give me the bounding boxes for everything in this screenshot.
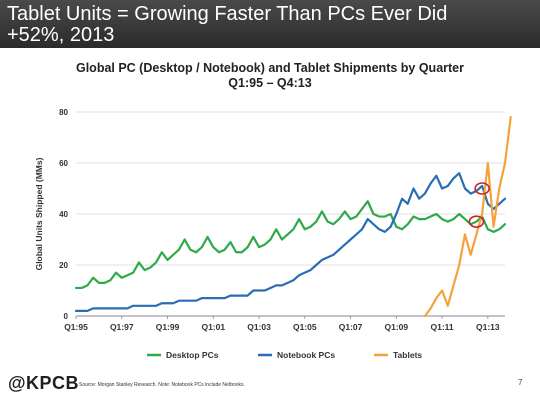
headline-title: Tablet Units = Growing Faster Than PCs E… [7,3,448,25]
y-tick-label: 20 [59,261,68,270]
x-tick-label: Q1:11 [431,322,454,332]
source-note: Source: Morgan Stanley Research. Note: N… [79,382,245,388]
x-tick-label: Q1:97 [110,322,134,332]
notebook-pcs-line [74,172,507,312]
chart-subtitle: Q1:95 – Q4:13 [228,76,312,90]
legend-label: Tablets [393,350,422,360]
x-tick-label: Q1:03 [247,322,271,332]
headline-banner: Tablet Units = Growing Faster Than PCs E… [0,0,540,48]
desktop-pcs-line [74,200,507,290]
y-tick-label: 80 [59,108,68,117]
y-axis-label: Global Units Shipped (MMs) [34,157,44,270]
y-tick-label: 40 [59,210,68,219]
highlight-circle [474,182,490,195]
legend-label: Desktop PCs [166,350,219,360]
kpcb-logo: @KPCB [8,373,80,393]
y-tick-label: 0 [64,312,69,321]
highlight-circle [468,215,485,228]
x-tick-label: Q1:05 [293,322,317,332]
y-tick-label: 60 [59,159,68,168]
x-tick-label: Q1:95 [64,322,88,332]
x-tick-label: Q1:09 [385,322,409,332]
legend-label: Notebook PCs [277,350,335,360]
tablets-line [423,115,512,318]
chart-title-block: Global PC (Desktop / Notebook) and Table… [0,61,540,91]
x-tick-label: Q1:99 [156,322,180,332]
x-tick-label: Q1:01 [201,322,225,332]
x-tick-label: Q1:13 [476,322,500,332]
x-tick-label: Q1:07 [339,322,363,332]
page-number: 7 [518,378,523,387]
headline-subtitle: +52%, 2013 [7,24,115,46]
chart-title: Global PC (Desktop / Notebook) and Table… [75,61,464,75]
